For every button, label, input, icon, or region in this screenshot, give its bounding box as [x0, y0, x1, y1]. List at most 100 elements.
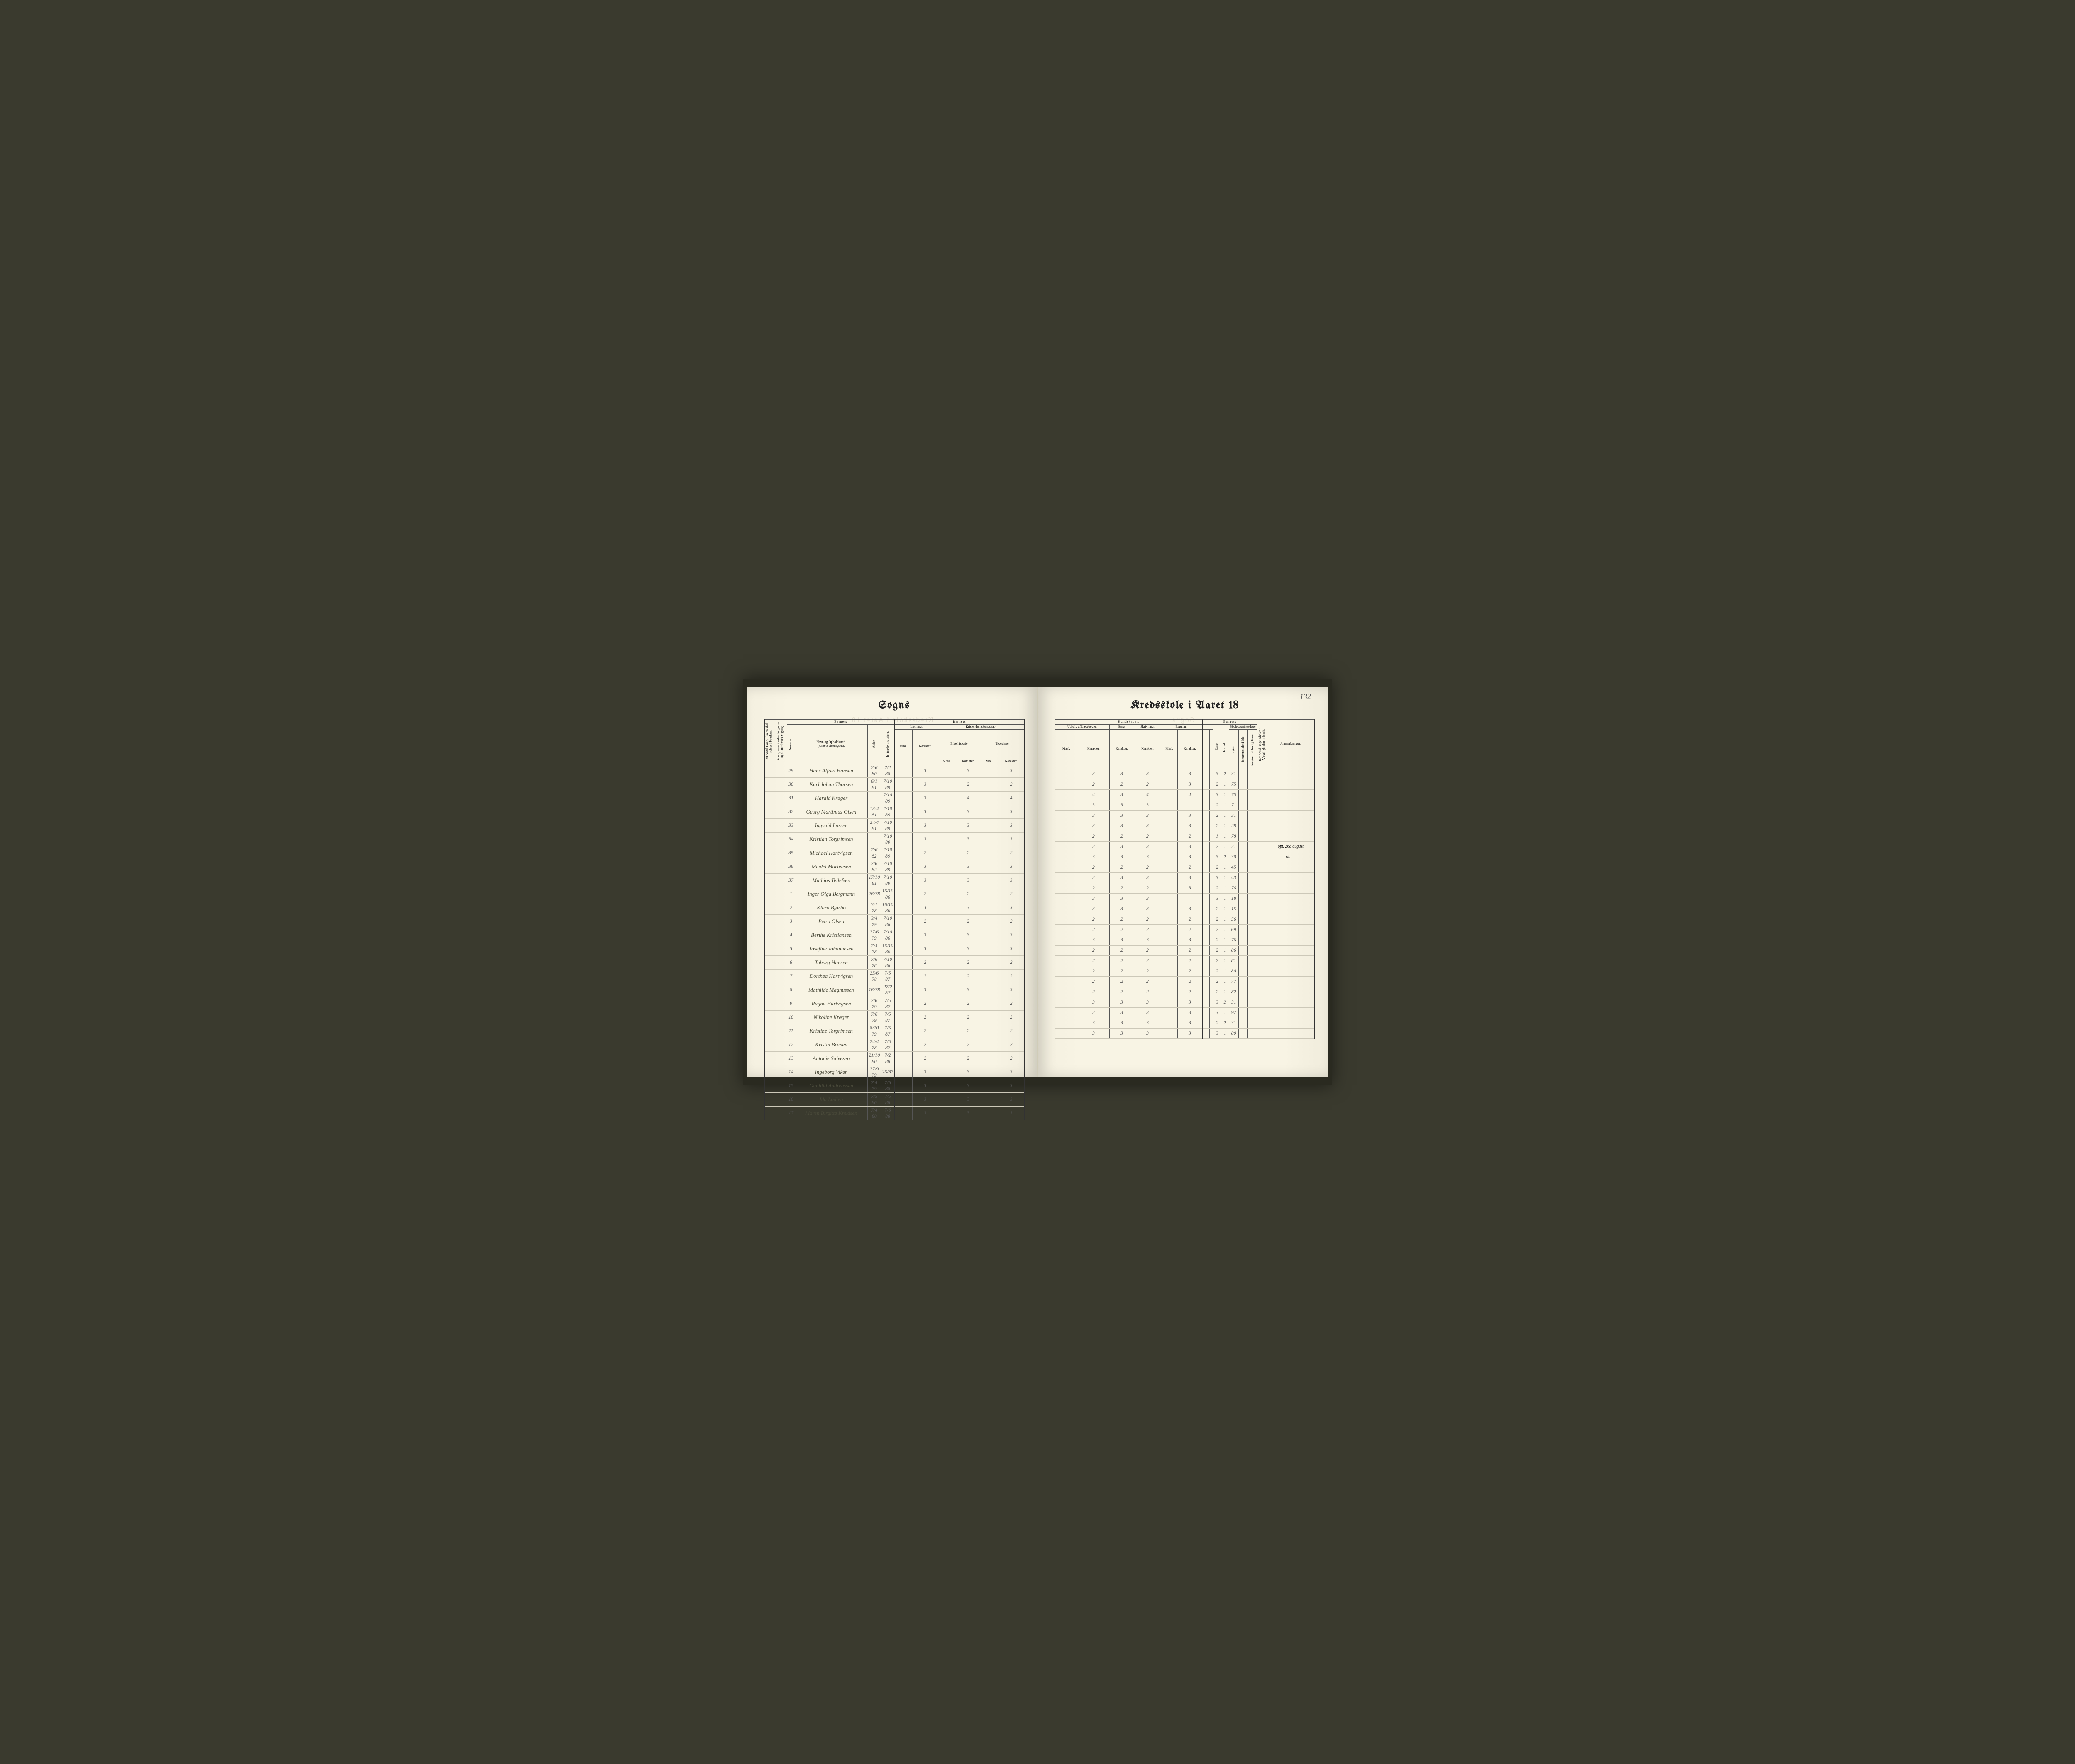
table-row: 30Karl Johan Thorsen6/1 817/10 89322 — [764, 777, 1024, 791]
cell-alder: 7/5 80 — [867, 1092, 881, 1106]
cell-antal-r — [1257, 852, 1267, 862]
cell-t-k: 2 — [998, 969, 1024, 983]
cell-u-maal — [1055, 800, 1077, 810]
table-row: 22222186 — [1055, 945, 1315, 955]
cell-anm — [1267, 945, 1315, 955]
cell-r-maal — [1161, 841, 1178, 852]
cell-alder: 3/1 78 — [867, 901, 881, 914]
cell-antal-r — [1257, 841, 1267, 852]
cell-sa: 3 — [1110, 852, 1134, 862]
cell-forhold: 1 — [1221, 821, 1229, 831]
cell-antal-r — [1257, 1018, 1267, 1028]
cell-alder: 7/6 79 — [867, 1010, 881, 1024]
cell-fh — [1238, 769, 1248, 779]
col-udvalg: Udvalg af Læsebogen. — [1055, 724, 1110, 729]
sk-kar: Karakter. — [1134, 729, 1161, 769]
cell-sk: 2 — [1134, 883, 1161, 893]
cell-bk3 — [1210, 862, 1213, 872]
cell-l-maal — [895, 846, 913, 860]
cell-forhold: 1 — [1221, 1007, 1229, 1018]
table-row: 29Hans Alfred Hansen2/6 802/2 88333 — [764, 764, 1024, 777]
cell-r-k: 3 — [1177, 821, 1202, 831]
cell-alder: 3/4 79 — [867, 914, 881, 928]
table-row: 11Kristine Torgrimsen8/10 797/5 87222 — [764, 1024, 1024, 1038]
cell-l-k: 2 — [912, 1010, 938, 1024]
cell-sk: 2 — [1134, 976, 1161, 987]
cell-fh — [1238, 955, 1248, 966]
cell-modte: 81 — [1229, 955, 1238, 966]
cell-alder: 26/78 — [867, 887, 881, 901]
cell-t-maal — [981, 1051, 998, 1065]
cell-antal — [764, 1106, 774, 1120]
cell-datum — [774, 764, 787, 777]
col-alder: Alder. — [867, 724, 881, 764]
cell-name: Dorthea Hartvigsen — [795, 969, 867, 983]
cell-bk2 — [1206, 997, 1209, 1007]
cell-evne: 2 — [1213, 779, 1221, 789]
cell-sa: 2 — [1110, 976, 1134, 987]
cell-b-maal — [938, 777, 955, 791]
cell-sk: 2 — [1134, 966, 1161, 976]
cell-indt: 7/5 87 — [881, 969, 895, 983]
cell-t-maal — [981, 901, 998, 914]
cell-t-maal — [981, 777, 998, 791]
cell-nr: 9 — [787, 997, 795, 1010]
cell-fh — [1238, 904, 1248, 914]
cell-datum — [774, 928, 787, 942]
cell-evne: 2 — [1213, 800, 1221, 810]
cell-fl — [1248, 800, 1257, 810]
cell-b-maal — [938, 832, 955, 846]
cell-u-maal — [1055, 1018, 1077, 1028]
cell-antal-r — [1257, 779, 1267, 789]
cell-u-maal — [1055, 935, 1077, 945]
cell-bk3 — [1210, 872, 1213, 883]
cell-b-maal — [938, 764, 955, 777]
cell-l-maal — [895, 1024, 913, 1038]
cell-antal — [764, 969, 774, 983]
cell-anm — [1267, 1007, 1315, 1018]
table-row: 22222177 — [1055, 976, 1315, 987]
ledger-book: Kredsskole i Aaret 18 Sogns Det Antal Da… — [743, 679, 1332, 1085]
cell-bk3 — [1210, 852, 1213, 862]
cell-fl — [1248, 831, 1257, 841]
cell-b-maal — [938, 942, 955, 955]
cell-fl — [1248, 789, 1257, 800]
cell-anm — [1267, 1018, 1315, 1028]
cell-forhold: 1 — [1221, 935, 1229, 945]
cell-name: Mathilde Magnussen — [795, 983, 867, 997]
cell-sk: 2 — [1134, 914, 1161, 924]
cell-name: Kristian Torgrimsen — [795, 832, 867, 846]
cell-l-k: 2 — [912, 1051, 938, 1065]
cell-anm — [1267, 893, 1315, 904]
cell-bk2 — [1206, 966, 1209, 976]
table-row: 13Antonie Salvesen21/10 807/2 88222 — [764, 1051, 1024, 1065]
cell-l-maal — [895, 983, 913, 997]
cell-alder: 27/6 79 — [867, 928, 881, 942]
cell-t-k: 4 — [998, 791, 1024, 805]
cell-l-maal — [895, 805, 913, 818]
cell-r-k — [1177, 893, 1202, 904]
cell-name: Kristine Torgrimsen — [795, 1024, 867, 1038]
cell-r-maal — [1161, 1018, 1178, 1028]
cell-l-maal — [895, 914, 913, 928]
cell-sa: 3 — [1110, 841, 1134, 852]
cell-name: Michael Hartvigsen — [795, 846, 867, 860]
cell-bk1 — [1202, 841, 1206, 852]
cell-antal-r — [1257, 966, 1267, 976]
cell-fh — [1238, 1028, 1248, 1038]
cell-modte: 97 — [1229, 1007, 1238, 1018]
cell-bk2 — [1206, 1007, 1209, 1018]
cell-bk1 — [1202, 831, 1206, 841]
cell-t-maal — [981, 1106, 998, 1120]
cell-nr: 37 — [787, 873, 795, 887]
cell-bk3 — [1210, 821, 1213, 831]
cell-indt: 7/10 89 — [881, 777, 895, 791]
cell-name: Harald Krøger — [795, 791, 867, 805]
cell-evne: 2 — [1213, 914, 1221, 924]
cell-bk2 — [1206, 883, 1209, 893]
cell-sk: 3 — [1134, 800, 1161, 810]
cell-datum — [774, 818, 787, 832]
table-row: 22232176 — [1055, 883, 1315, 893]
cell-r-k: 3 — [1177, 1018, 1202, 1028]
cell-indt: 7/5 88 — [881, 1092, 895, 1106]
